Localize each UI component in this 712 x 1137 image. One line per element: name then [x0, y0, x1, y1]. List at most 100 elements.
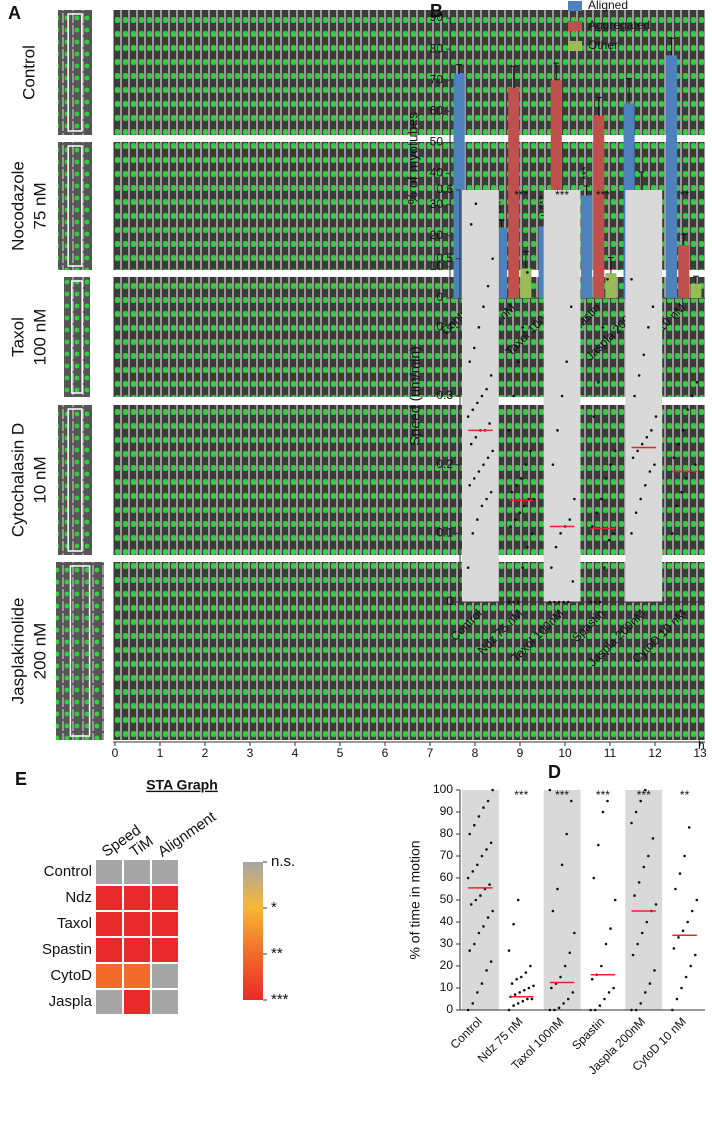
y-tick-label: 80	[430, 41, 444, 55]
data-point	[651, 837, 655, 840]
data-point	[640, 442, 644, 446]
error-bar	[456, 64, 463, 74]
y-tick-label: 30	[430, 197, 444, 211]
data-point	[647, 326, 650, 329]
bar	[508, 88, 520, 298]
data-point	[642, 865, 646, 869]
data-point	[568, 951, 572, 955]
data-point	[480, 854, 484, 858]
data-point	[604, 942, 608, 946]
data-point	[485, 969, 488, 972]
bar	[453, 74, 465, 298]
data-point	[559, 532, 562, 535]
data-point	[518, 511, 522, 515]
data-point	[469, 442, 473, 446]
data-point	[590, 525, 594, 528]
data-point	[482, 806, 485, 809]
row-label: Nocodazole	[8, 161, 27, 251]
error-bar	[668, 37, 675, 56]
color-scale	[243, 862, 263, 1000]
data-point	[485, 387, 488, 391]
heatmap-cell	[96, 886, 122, 910]
heatmap-title: STA Graph	[146, 777, 218, 793]
scale-label: ***	[271, 991, 289, 1008]
data-point	[593, 1008, 597, 1012]
y-tick-label: 100	[433, 782, 453, 796]
data-point	[677, 442, 680, 446]
data-point	[684, 477, 688, 480]
data-point	[568, 518, 572, 521]
data-point	[597, 380, 600, 384]
data-point	[653, 463, 656, 466]
y-tick-label: 10	[430, 259, 444, 273]
time-unit: h	[698, 738, 705, 752]
significance: ***	[637, 788, 651, 802]
data-point	[637, 881, 641, 884]
data-point	[609, 463, 612, 466]
data-point	[566, 600, 570, 604]
data-point	[573, 931, 576, 935]
error-bar	[498, 219, 505, 228]
data-point	[489, 960, 493, 963]
roi-box	[69, 565, 91, 737]
data-point	[472, 477, 476, 480]
data-point	[643, 483, 647, 487]
data-point	[477, 470, 481, 473]
thumbnail-image	[58, 10, 92, 135]
data-point	[640, 931, 644, 935]
data-point	[472, 823, 476, 827]
data-point	[687, 826, 691, 829]
y-tick-label: 20	[440, 958, 454, 972]
data-point	[466, 1008, 470, 1012]
time-tick-label: 7	[427, 746, 434, 760]
data-point	[553, 1008, 556, 1012]
row-label: 75 nM	[30, 182, 49, 229]
time-tick-label: 4	[292, 746, 299, 760]
heatmap-cell	[152, 912, 178, 936]
legend-swatch	[568, 41, 582, 51]
data-point	[491, 788, 494, 792]
data-point	[524, 971, 528, 974]
data-point	[601, 326, 605, 329]
data-point	[569, 799, 573, 803]
data-point	[633, 894, 636, 897]
data-point	[607, 538, 611, 542]
roi-box	[67, 145, 83, 267]
data-point	[488, 883, 491, 886]
y-tick-label: 60	[430, 104, 444, 118]
bar	[550, 80, 562, 298]
panel-label: B	[430, 1, 443, 21]
data-point	[633, 394, 636, 398]
time-tick-label: 10	[558, 746, 572, 760]
data-point	[512, 394, 515, 398]
data-point	[491, 909, 494, 913]
significance: ***	[514, 788, 528, 802]
data-point	[603, 566, 606, 569]
data-point	[672, 947, 676, 950]
heatmap-cell	[124, 860, 150, 884]
bar	[520, 268, 532, 298]
heatmap-cell	[124, 912, 150, 936]
y-tick-label: 70	[440, 848, 454, 862]
data-point	[598, 600, 602, 604]
data-point	[680, 490, 683, 494]
data-point	[513, 993, 517, 996]
y-tick-label: 20	[430, 228, 444, 242]
data-point	[647, 854, 650, 858]
data-point	[489, 374, 493, 377]
legend-label: Aggregated	[588, 18, 650, 32]
data-point	[526, 271, 529, 274]
data-point	[515, 977, 518, 981]
heatmap-cell	[152, 860, 178, 884]
data-point	[571, 991, 575, 994]
data-point	[491, 257, 494, 260]
row-label: 100 nM	[30, 309, 49, 366]
data-point	[530, 532, 534, 535]
significance: ***	[596, 788, 610, 802]
data-point	[486, 284, 490, 288]
data-point	[486, 916, 490, 919]
data-point	[479, 894, 482, 897]
bar	[593, 116, 605, 298]
data-point	[518, 991, 522, 994]
data-point	[468, 360, 471, 363]
